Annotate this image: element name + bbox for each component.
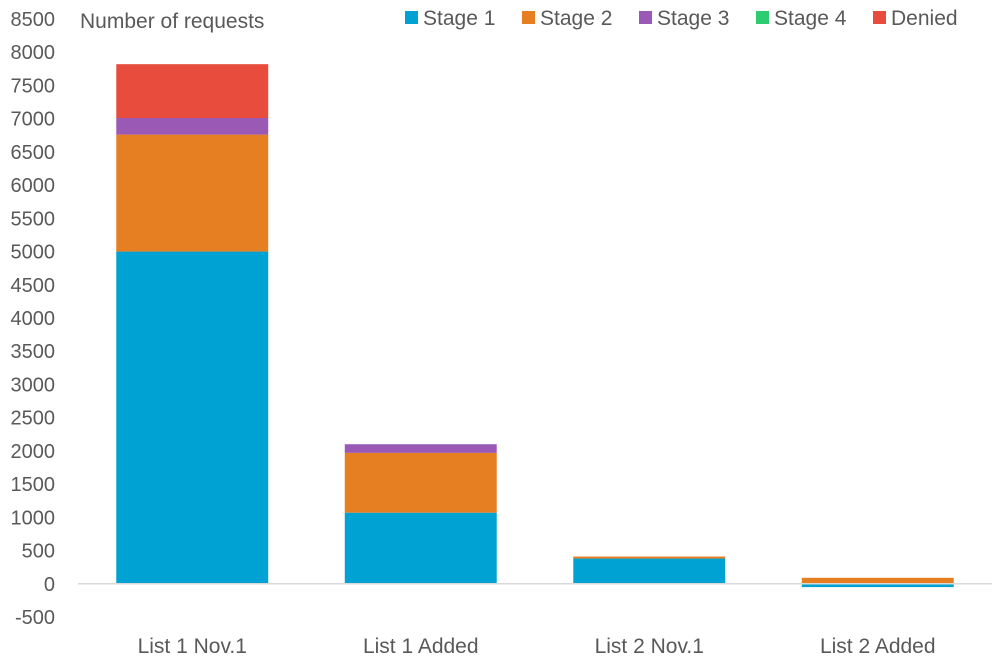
bar-segment xyxy=(801,577,954,584)
y-tick-label: 8000 xyxy=(11,42,56,64)
x-tick-label: List 2 Added xyxy=(820,635,936,658)
legend-swatch xyxy=(639,11,652,24)
legend-label: Stage 1 xyxy=(423,7,495,30)
bar-segment xyxy=(344,452,497,513)
x-tick-label: List 2 Nov.1 xyxy=(595,635,704,658)
x-tick-label: List 1 Added xyxy=(363,635,479,658)
legend-swatch xyxy=(405,11,418,24)
legend-label: Stage 2 xyxy=(540,7,612,30)
bar-segment xyxy=(344,512,497,584)
y-tick-label: 2000 xyxy=(11,441,56,463)
y-tick-label: 4000 xyxy=(11,308,56,330)
y-tick-label: 6500 xyxy=(11,142,56,164)
y-tick-label: 5000 xyxy=(11,242,56,264)
x-axis-ticks: List 1 Nov.1 List 1 Added List 2 Nov.1 List… xyxy=(138,635,936,658)
y-axis-ticks: -500 0 500 1000 1500 2000 2500 3000 3500 4000 4500… xyxy=(11,9,56,629)
y-tick-label: 7500 xyxy=(11,75,56,97)
y-tick-label: 5500 xyxy=(11,208,56,230)
bar-segment xyxy=(116,64,269,119)
bar-segment xyxy=(116,134,269,252)
legend-swatch xyxy=(873,11,886,24)
legend-swatch xyxy=(756,11,769,24)
y-tick-label: 6000 xyxy=(11,175,56,197)
y-tick-label: 3500 xyxy=(11,341,56,363)
legend-label: Denied xyxy=(891,7,958,30)
y-tick-label: 500 xyxy=(22,541,55,563)
bar-segment xyxy=(344,444,497,453)
x-tick-label: List 1 Nov.1 xyxy=(138,635,247,658)
bar-segment xyxy=(116,251,269,584)
y-tick-label: 3000 xyxy=(11,374,56,396)
bar-segment xyxy=(573,556,726,559)
legend-swatch xyxy=(522,11,535,24)
bar-segment xyxy=(573,558,726,584)
y-tick-label: 8500 xyxy=(11,9,56,31)
y-tick-label: 4500 xyxy=(11,275,56,297)
legend-label: Stage 4 xyxy=(774,7,847,30)
y-tick-label: 7000 xyxy=(11,109,56,131)
bars xyxy=(116,64,954,588)
y-tick-label: -500 xyxy=(15,607,55,629)
y-tick-label: 2500 xyxy=(11,408,56,430)
y-tick-label: 1500 xyxy=(11,474,56,496)
y-tick-label: 0 xyxy=(44,574,55,596)
bar-segment xyxy=(801,583,954,588)
legend-label: Stage 3 xyxy=(657,7,729,30)
y-tick-label: 1000 xyxy=(11,507,56,529)
y-axis-label: Number of requests xyxy=(80,10,264,33)
bar-segment xyxy=(116,118,269,135)
legend: Stage 1 Stage 2 Stage 3 Stage 4 Denied xyxy=(405,7,958,30)
